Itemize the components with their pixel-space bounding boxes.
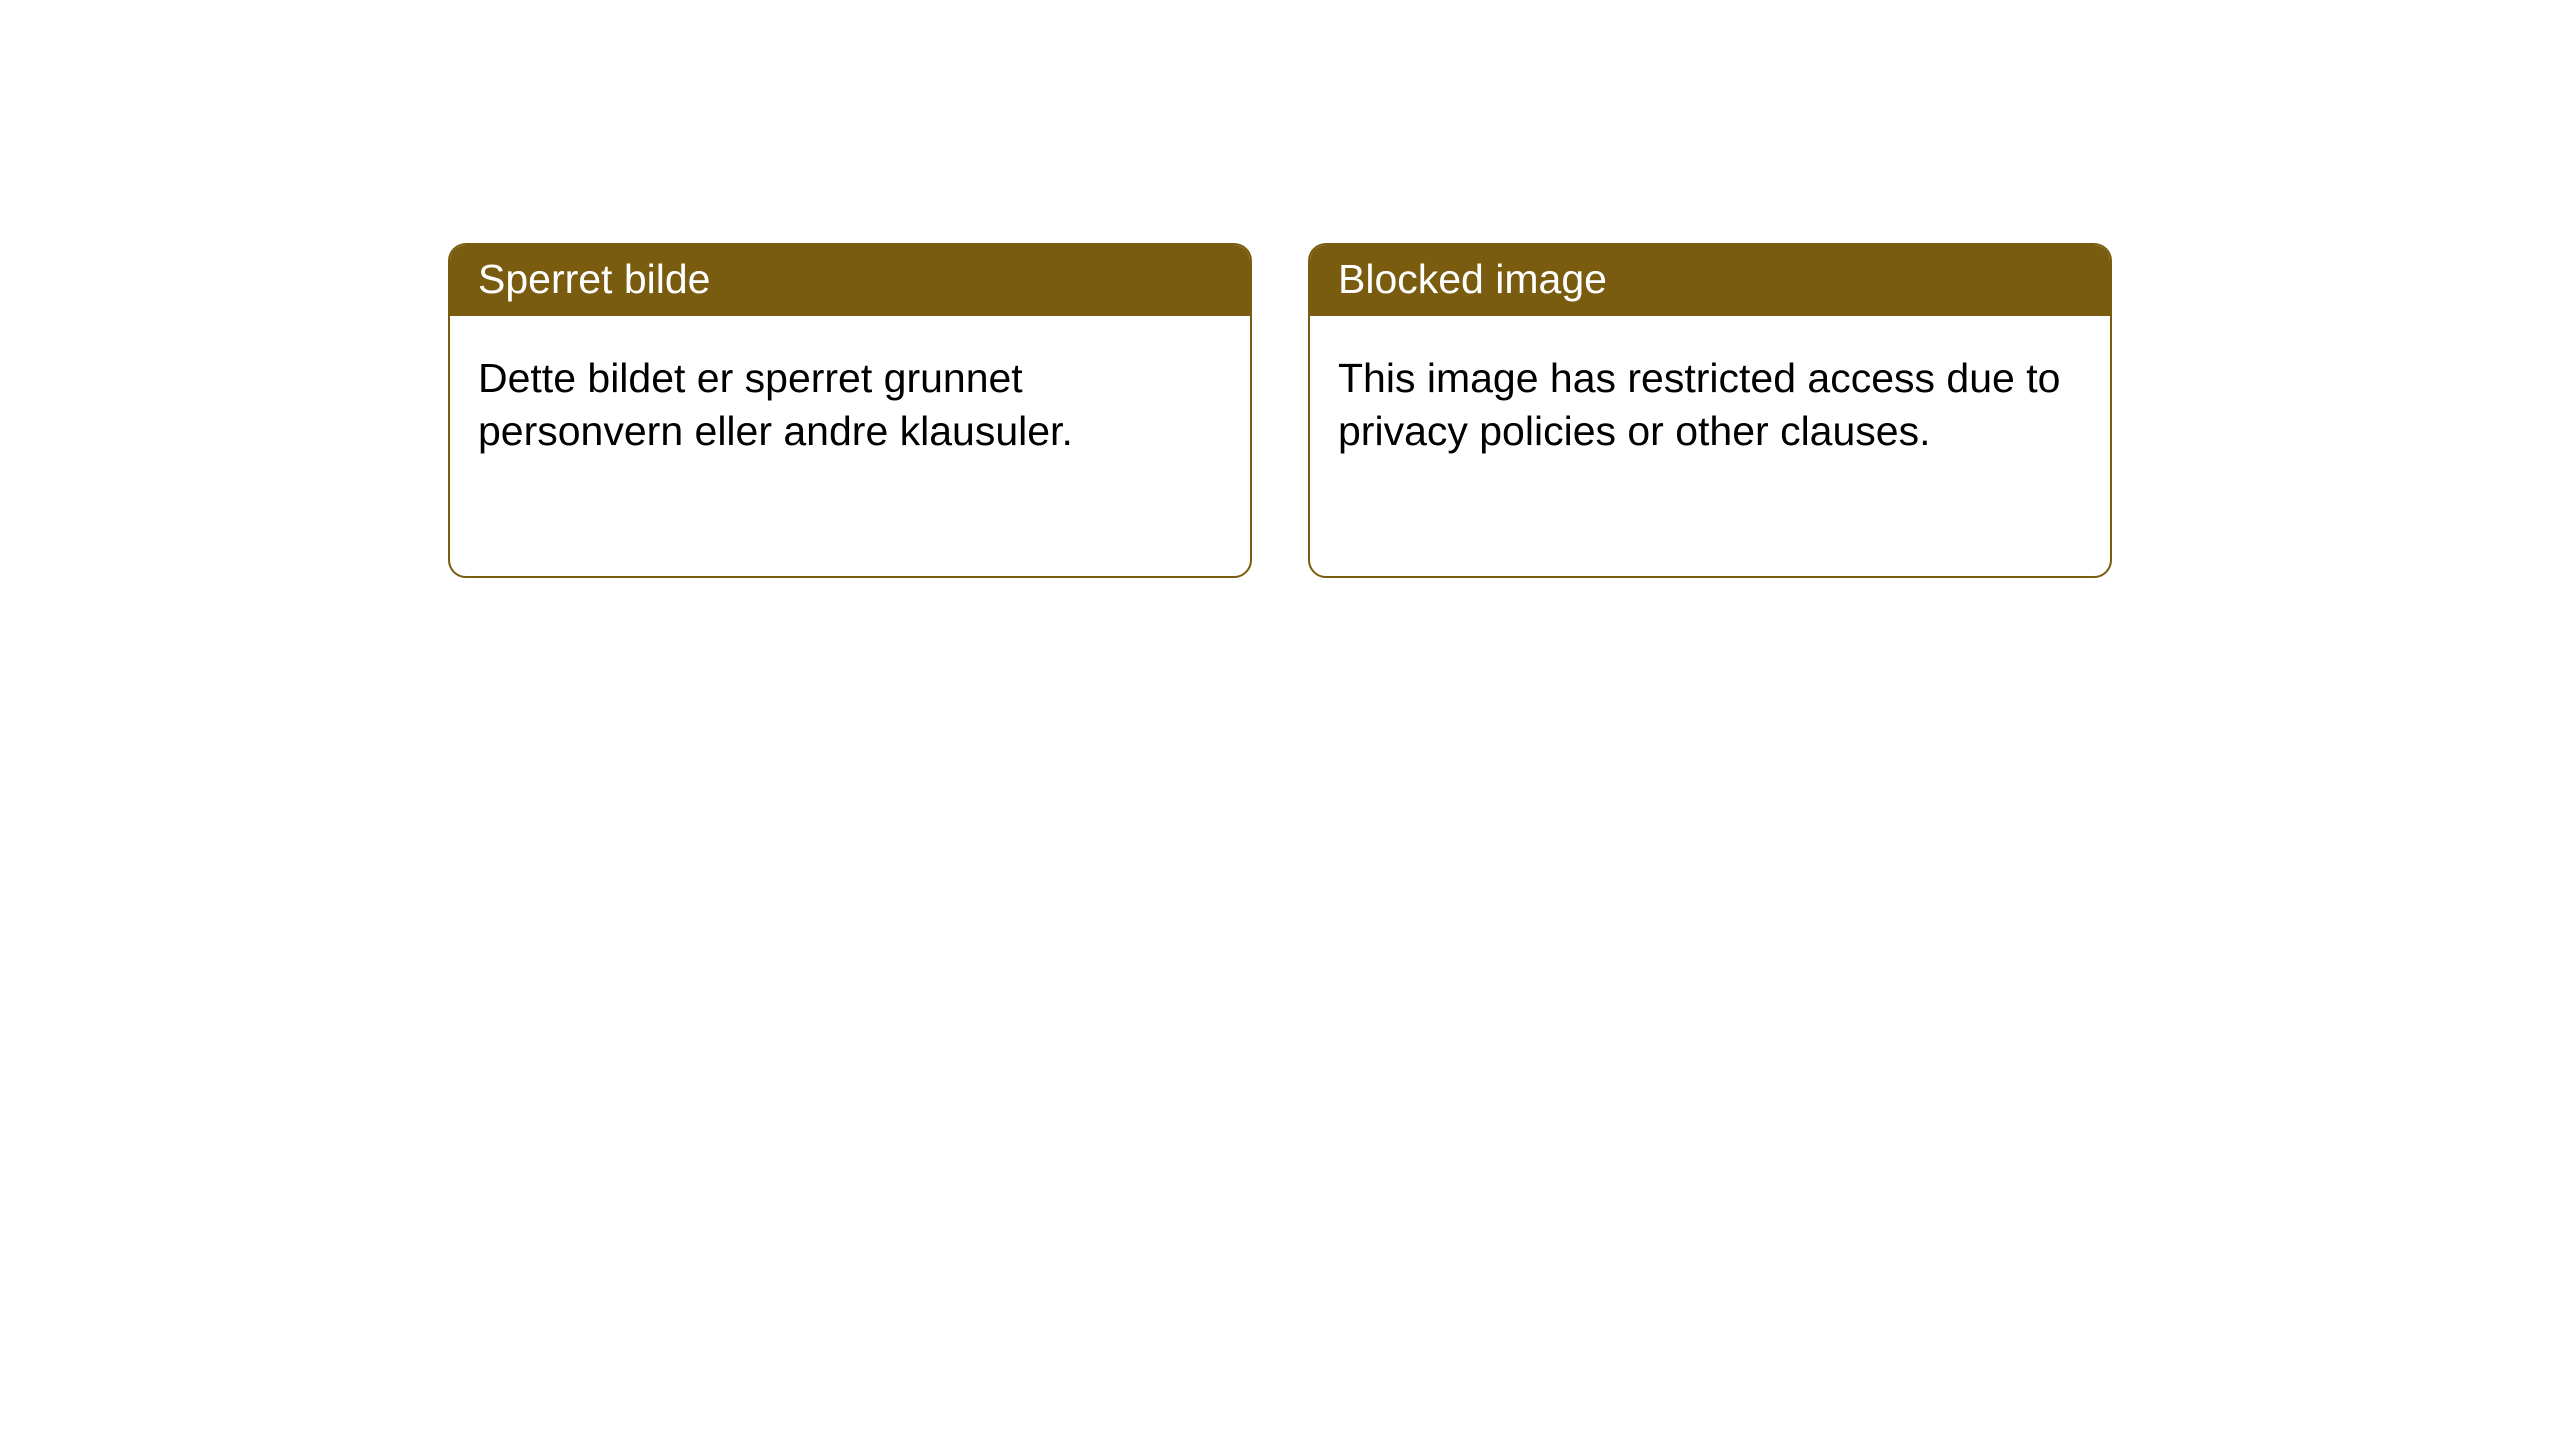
notice-card-english: Blocked image This image has restricted … — [1308, 243, 2112, 578]
notice-title: Blocked image — [1310, 245, 2110, 316]
notice-title: Sperret bilde — [450, 245, 1250, 316]
notice-body: Dette bildet er sperret grunnet personve… — [450, 316, 1250, 493]
notice-container: Sperret bilde Dette bildet er sperret gr… — [0, 0, 2560, 578]
notice-card-norwegian: Sperret bilde Dette bildet er sperret gr… — [448, 243, 1252, 578]
notice-body: This image has restricted access due to … — [1310, 316, 2110, 493]
